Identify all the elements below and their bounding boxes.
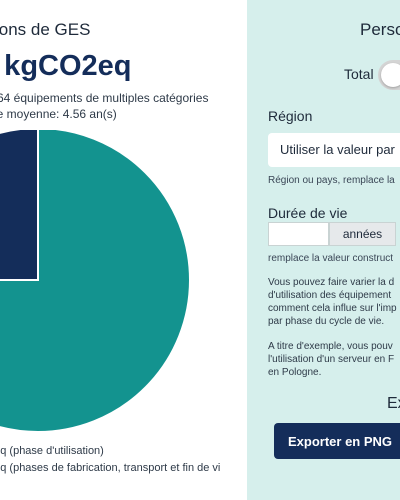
emissions-title: ssions de GES <box>0 20 91 39</box>
info-line: l'utilisation d'un serveur en F <box>268 354 395 365</box>
personalization-panel: Perso Total Région Utiliser la valeur pa… <box>247 0 400 500</box>
average-lifetime-text: vie moyenne: 4.56 an(s) <box>0 107 117 121</box>
region-help-text: Région ou pays, remplace la <box>268 175 395 186</box>
lifetime-input[interactable] <box>268 222 329 246</box>
emissions-pie-chart <box>0 130 191 433</box>
legend-item-manufacturing: 2eq (phases de fabrication, transport et… <box>0 462 220 474</box>
lifetime-label: Durée de vie <box>268 205 348 221</box>
emissions-card: ssions de GES 0 kgCO2eq 64 équipements d… <box>0 0 247 500</box>
total-toggle[interactable] <box>378 60 400 90</box>
legend-item-usage: 2eq (phase d'utilisation) <box>0 445 104 457</box>
legend-label-usage: 2eq (phase d'utilisation) <box>0 445 104 457</box>
info-line: A titre d'exemple, vous pouv <box>268 341 393 352</box>
info-line: Vous pouvez faire varier la d <box>268 277 395 288</box>
lifetime-help-text: remplace la valeur construct <box>268 253 394 264</box>
info-line: d'utilisation des équipement <box>268 290 392 301</box>
equipment-count-text: 64 équipements de multiples catégories <box>0 91 209 105</box>
toggle-knob <box>381 63 400 87</box>
legend-label-manufacturing: 2eq (phases de fabrication, transport et… <box>0 462 221 474</box>
info-line: par phase du cycle de vie. <box>268 316 385 327</box>
info-line: en Pologne. <box>268 367 322 378</box>
info-line: comment cela influe sur l'imp <box>268 303 397 314</box>
region-label: Région <box>268 108 313 124</box>
export-heading: Ex <box>387 395 400 412</box>
total-emissions-value: 0 kgCO2eq <box>0 50 132 82</box>
personalization-title: Perso <box>360 20 400 39</box>
info-paragraph-lifetime: Vous pouvez faire varier la d d'utilisat… <box>268 276 397 328</box>
pie-slice-manufacturing <box>0 130 39 281</box>
pie-slice-usage <box>0 130 191 433</box>
total-toggle-label: Total <box>344 66 374 82</box>
info-paragraph-example: A titre d'exemple, vous pouv l'utilisati… <box>268 340 394 379</box>
region-select[interactable]: Utiliser la valeur par <box>268 133 400 167</box>
lifetime-unit-addon: années <box>329 222 396 246</box>
export-png-button[interactable]: Exporter en PNG <box>274 423 400 459</box>
